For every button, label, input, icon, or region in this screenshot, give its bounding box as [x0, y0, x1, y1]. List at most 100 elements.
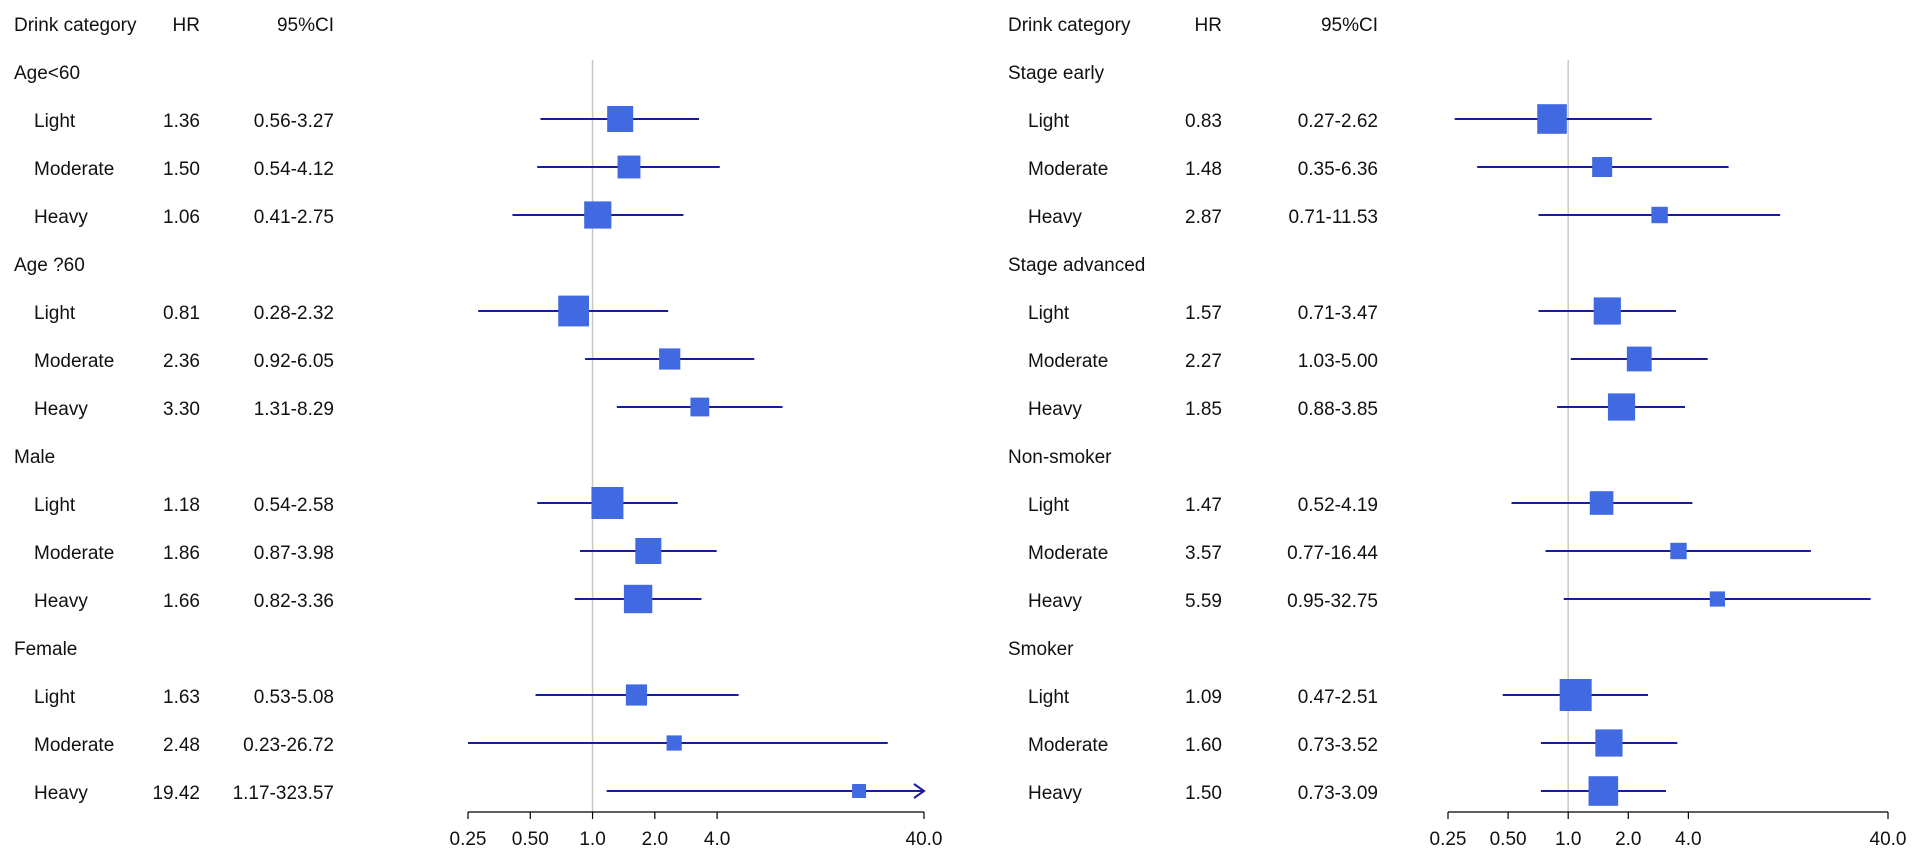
row-label: Light	[34, 687, 76, 708]
hr-value: 1.85	[1185, 399, 1222, 420]
hr-point-box	[584, 201, 612, 229]
row-label: Moderate	[34, 735, 114, 756]
hr-value: 5.59	[1185, 591, 1222, 612]
hr-value: 2.27	[1185, 351, 1222, 372]
hr-value: 2.87	[1185, 207, 1222, 228]
hr-value: 1.86	[163, 543, 200, 564]
hr-point-box	[1670, 542, 1687, 560]
ci-value: 0.28-2.32	[254, 303, 334, 324]
group-label: Smoker	[1008, 639, 1074, 660]
hr-point-box	[1537, 104, 1567, 134]
x-tick-label: 4.0	[1675, 829, 1701, 850]
hr-point-box	[617, 155, 641, 179]
hr-value: 1.50	[1185, 783, 1222, 804]
group-label: Age<60	[14, 63, 80, 84]
hr-value: 1.09	[1185, 687, 1222, 708]
ci-value: 1.31-8.29	[254, 399, 334, 420]
row-label: Light	[34, 111, 76, 132]
hr-value: 2.48	[163, 735, 200, 756]
row-label: Light	[34, 495, 76, 516]
row-label: Moderate	[1028, 543, 1108, 564]
header-drink-category: Drink category	[1008, 15, 1131, 36]
ci-value: 0.35-6.36	[1298, 159, 1378, 180]
ci-value: 0.71-11.53	[1289, 207, 1378, 228]
x-tick-label: 0.25	[1430, 829, 1467, 850]
group-label: Non-smoker	[1008, 447, 1112, 468]
hr-point-box	[625, 684, 648, 706]
x-tick-label: 0.25	[450, 829, 487, 850]
hr-point-box	[690, 397, 710, 417]
hr-value: 2.36	[163, 351, 200, 372]
hr-point-box	[1626, 346, 1652, 372]
hr-point-box	[1559, 679, 1592, 711]
row-label: Moderate	[34, 351, 114, 372]
hr-point-box	[852, 784, 867, 798]
hr-point-box	[1709, 591, 1725, 607]
row-label: Light	[1028, 687, 1070, 708]
hr-value: 1.06	[163, 207, 200, 228]
ci-value: 0.87-3.98	[254, 543, 334, 564]
ci-arrow	[913, 783, 926, 799]
row-label: Moderate	[1028, 159, 1108, 180]
group-label: Female	[14, 639, 77, 660]
x-tick-label: 40.0	[1870, 829, 1907, 850]
group-label: Stage early	[1008, 63, 1105, 84]
hr-point-box	[1589, 491, 1614, 515]
row-label: Light	[34, 303, 76, 324]
ci-value: 0.41-2.75	[254, 207, 334, 228]
ci-value: 0.77-16.44	[1287, 543, 1378, 564]
hr-value: 0.83	[1185, 111, 1222, 132]
hr-value: 0.81	[163, 303, 200, 324]
hr-point-box	[1593, 297, 1621, 325]
row-label: Light	[1028, 303, 1070, 324]
x-tick-label: 0.50	[512, 829, 549, 850]
hr-value: 1.36	[163, 111, 200, 132]
ci-value: 0.92-6.05	[254, 351, 334, 372]
hr-value: 1.48	[1185, 159, 1222, 180]
row-label: Heavy	[1028, 783, 1082, 804]
row-label: Moderate	[1028, 735, 1108, 756]
header-95ci: 95%CI	[277, 15, 334, 36]
ci-value: 0.88-3.85	[1298, 399, 1378, 420]
hr-point-box	[591, 487, 624, 519]
ci-value: 0.73-3.52	[1298, 735, 1378, 756]
x-tick-label: 1.0	[579, 829, 605, 850]
hr-point-box	[1592, 157, 1613, 177]
row-label: Heavy	[34, 591, 88, 612]
hr-point-box	[659, 348, 681, 370]
ci-value: 0.47-2.51	[1298, 687, 1378, 708]
header-hr: HR	[1195, 15, 1222, 36]
header-drink-category: Drink category	[14, 15, 137, 36]
ci-value: 0.53-5.08	[254, 687, 334, 708]
ci-value: 0.54-4.12	[254, 159, 334, 180]
header-hr: HR	[173, 15, 200, 36]
row-label: Heavy	[1028, 399, 1082, 420]
x-tick-label: 40.0	[906, 829, 943, 850]
x-tick-label: 0.50	[1490, 829, 1527, 850]
group-label: Male	[14, 447, 55, 468]
hr-point-box	[1651, 206, 1668, 224]
hr-value: 1.47	[1185, 495, 1222, 516]
hr-point-box	[1607, 393, 1636, 421]
hr-point-box	[623, 584, 653, 614]
hr-value: 1.50	[163, 159, 200, 180]
hr-value: 1.60	[1185, 735, 1222, 756]
ci-value: 0.54-2.58	[254, 495, 334, 516]
hr-value: 1.18	[163, 495, 200, 516]
ci-value: 0.82-3.36	[254, 591, 334, 612]
row-label: Heavy	[34, 399, 88, 420]
hr-value: 1.63	[163, 687, 200, 708]
ci-value: 0.71-3.47	[1298, 303, 1378, 324]
ci-value: 0.52-4.19	[1298, 495, 1378, 516]
row-label: Light	[1028, 111, 1070, 132]
row-label: Heavy	[34, 783, 88, 804]
ci-value: 0.23-26.72	[243, 735, 334, 756]
hr-point-box	[1588, 776, 1619, 806]
hr-value: 19.42	[152, 783, 200, 804]
ci-value: 0.56-3.27	[254, 111, 334, 132]
hr-value: 1.66	[163, 591, 200, 612]
hr-point-box	[607, 106, 634, 132]
forest-panel-2: Drink category HR 95%CI Stage early Stage ad…	[1008, 15, 1906, 850]
ci-value: 0.27-2.62	[1298, 111, 1378, 132]
